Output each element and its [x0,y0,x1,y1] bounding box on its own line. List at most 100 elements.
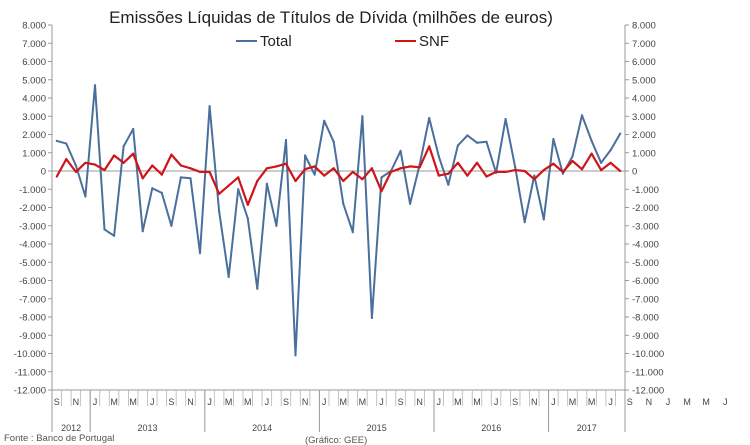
y-axis-right: 8.000 7.000 6.000 5.000 4.000 3.000 2.000 1.000… [624,21,664,397]
month-label: M [110,397,118,407]
data-point-snf [361,178,364,181]
data-point-total [284,138,288,142]
data-point-snf [466,174,469,177]
year-label: 2016 [481,423,501,433]
data-point-snf [380,190,383,193]
y-tick-label-right: -11.000 [632,367,664,378]
y-tick-label-left: -3.000 [19,221,46,232]
month-label: N [416,397,423,407]
data-point-total [304,154,307,157]
month-label: M [588,397,596,407]
data-point-snf [495,170,498,173]
y-tick-label-right: -1.000 [632,185,659,196]
month-label: M [359,397,367,407]
month-label: J [93,397,98,407]
data-point-total [590,139,593,142]
data-point-snf [370,167,373,170]
data-point-total [227,275,230,278]
y-tick-label-right: -6.000 [632,276,659,287]
data-point-total [409,202,412,205]
month-label: S [398,397,404,407]
data-point-snf [218,192,221,195]
month-label: S [627,397,633,407]
data-point-snf [84,161,87,164]
data-point-total [552,138,555,141]
y-tick-label-right: -5.000 [632,258,659,269]
data-point-snf [294,179,297,183]
data-point-total [342,202,345,205]
data-point-snf [179,164,182,167]
y-tick-label-right: 0 [632,167,637,178]
month-label: J [207,397,212,407]
y-tick-label-left: -8.000 [19,313,46,324]
data-point-total [93,84,97,87]
data-point-snf [151,164,154,167]
data-point-total [533,174,536,177]
x-axis: S N J M M J S N J M M J S N J M M J S N J M M J S N J M M J S N J M M J 2012… [51,389,728,433]
y-tick-label-right: -12.000 [632,386,664,397]
month-label: M [569,397,577,407]
y-tick-label-left: 3.000 [22,112,46,123]
data-point-snf [456,161,459,164]
data-point-snf [246,203,249,206]
series-line-total [56,84,622,357]
data-point-snf [409,165,412,168]
y-tick-label-left: 7.000 [22,39,46,50]
plot-area [52,84,625,357]
data-point-total [323,119,326,122]
data-point-snf [609,161,612,164]
source-note: Fonte : Banco de Portugal [4,433,114,444]
data-point-snf [580,168,584,171]
data-point-total [55,139,58,142]
data-point-snf [132,152,135,155]
data-point-total [475,141,479,144]
series-line-snf [55,145,621,206]
data-point-snf [256,179,259,183]
y-tick-label-right: -8.000 [632,313,659,324]
month-label: J [494,397,499,407]
y-tick-label-left: -1.000 [19,185,46,196]
data-point-total [600,161,603,164]
data-point-total [198,252,202,255]
data-point-snf [237,176,240,179]
data-point-total [313,173,316,176]
month-label: M [702,397,710,407]
month-label: J [437,397,442,407]
month-label: N [531,397,538,407]
data-point-snf [170,153,173,156]
y-tick-label-left: -10.000 [14,349,46,360]
legend-total-label: Total [260,33,292,50]
data-point-total [246,217,249,220]
data-point-total [504,117,507,121]
y-tick-label-left: -12.000 [14,386,46,397]
data-point-total [294,354,297,357]
data-point-snf [514,169,517,172]
data-point-snf [485,175,488,178]
data-point-snf [160,173,163,176]
year-label: 2015 [367,423,387,433]
month-label: J [723,397,728,407]
data-point-total [609,148,612,152]
y-tick-label-left: 5.000 [22,75,46,86]
data-point-snf [65,158,68,161]
data-point-total [151,187,154,190]
month-label: M [473,397,481,407]
data-point-total [113,234,116,237]
month-label: J [666,397,671,407]
y-tick-label-right: -7.000 [632,294,659,305]
data-point-snf [284,162,288,165]
data-point-snf [504,170,507,173]
data-point-snf [275,165,278,168]
data-point-total [514,166,517,169]
data-point-total [399,149,402,152]
data-point-snf [523,169,526,173]
month-label: M [683,397,691,407]
data-point-snf [428,145,431,148]
data-point-total [208,105,211,108]
y-tick-label-right: -9.000 [632,331,659,342]
legend-snf-label: SNF [419,33,449,50]
month-label: S [54,397,60,407]
data-point-total [380,176,383,179]
y-tick-label-right: 5.000 [632,75,656,86]
data-point-snf [93,163,97,166]
